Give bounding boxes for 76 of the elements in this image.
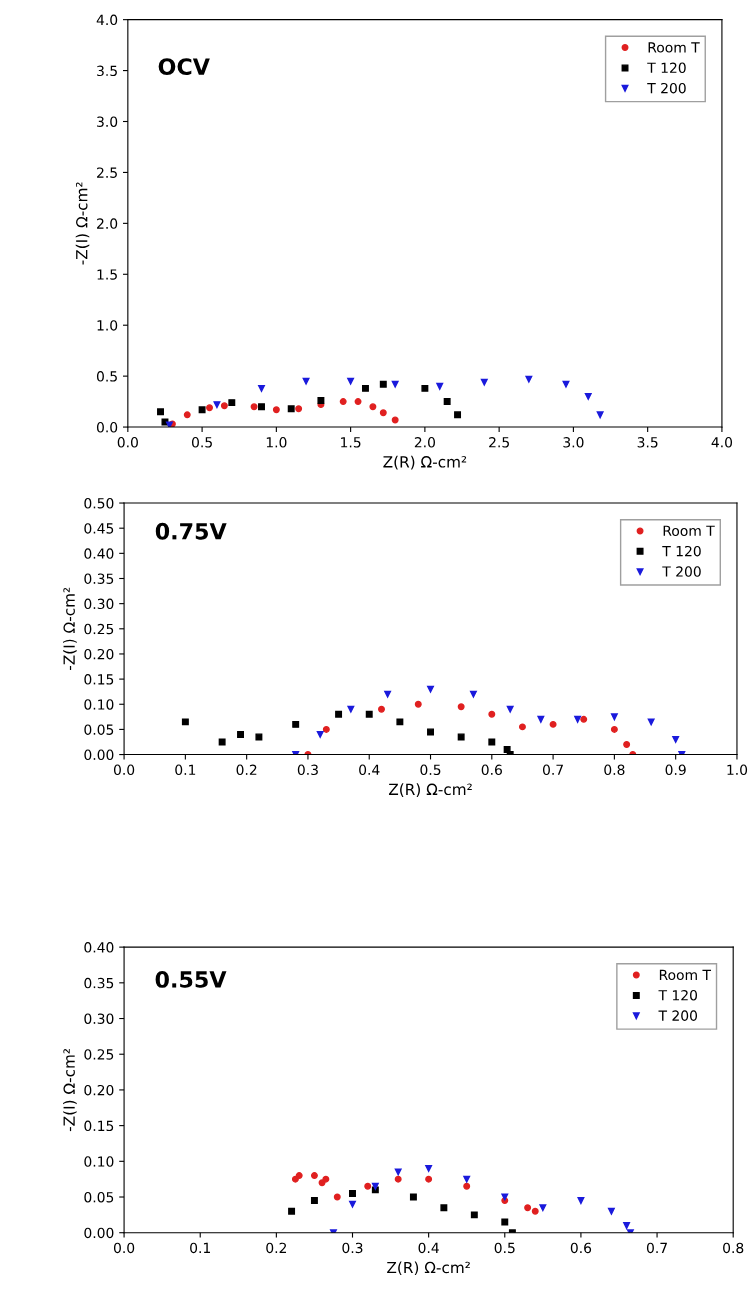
y-tick-label: 0.05 bbox=[84, 1191, 114, 1203]
y-tick-label: 0.40 bbox=[84, 942, 114, 953]
y-tick-label: 0.35 bbox=[84, 573, 114, 584]
x-tick-label: 2.0 bbox=[414, 437, 435, 448]
x-tick-label: 0.3 bbox=[297, 764, 318, 776]
x-tick-label: 0.0 bbox=[113, 764, 135, 776]
y-tick-label: 0.15 bbox=[84, 674, 114, 685]
y-tick-label: 4.0 bbox=[96, 14, 118, 26]
legend-label: T 200 bbox=[662, 566, 701, 577]
x-tick-label: 1.5 bbox=[341, 437, 361, 448]
y-tick-label: 0.10 bbox=[84, 1156, 114, 1167]
legend-label: T 120 bbox=[647, 62, 686, 74]
y-tick-label: 0.50 bbox=[84, 498, 114, 509]
x-tick-label: 1.0 bbox=[727, 764, 748, 776]
x-tick-label: 0.1 bbox=[175, 764, 196, 776]
y-tick-label: 0.05 bbox=[84, 724, 114, 735]
x-tick-label: 1.0 bbox=[266, 437, 287, 448]
y-axis-title: -Z(I) Ω-cm² bbox=[63, 587, 77, 670]
y-tick-label: 0.20 bbox=[84, 648, 114, 660]
x-axis-title: Z(R) Ω-cm² bbox=[388, 783, 472, 797]
y-tick-label: 1.0 bbox=[97, 320, 118, 331]
y-tick-label: 3.5 bbox=[97, 65, 117, 77]
annotation: 0.75V bbox=[155, 522, 227, 540]
y-tick-label: 0.40 bbox=[84, 548, 114, 559]
legend-label: T 200 bbox=[658, 1010, 698, 1021]
x-tick-label: 3.0 bbox=[563, 437, 584, 448]
y-tick-label: 0.15 bbox=[84, 1120, 114, 1132]
y-tick-label: 0.45 bbox=[84, 523, 114, 534]
y-tick-label: 0.0 bbox=[96, 422, 118, 433]
y-axis-title: -Z(I) Ω-cm² bbox=[63, 1048, 77, 1132]
y-tick-label: 0.30 bbox=[84, 1013, 114, 1024]
x-axis-title: Z(R) Ω-cm² bbox=[383, 455, 467, 470]
y-tick-label: 0.10 bbox=[84, 699, 114, 710]
x-tick-label: 0.8 bbox=[723, 1242, 744, 1254]
x-tick-label: 0.9 bbox=[665, 764, 686, 776]
annotation: 0.55V bbox=[155, 971, 227, 988]
x-tick-label: 0.5 bbox=[494, 1242, 515, 1254]
legend-label: Room T bbox=[648, 42, 700, 53]
x-tick-label: 0.8 bbox=[604, 764, 625, 776]
y-tick-label: 0.25 bbox=[84, 623, 114, 635]
x-tick-label: 0.6 bbox=[570, 1242, 592, 1254]
x-tick-label: 0.5 bbox=[191, 437, 212, 448]
y-tick-label: 0.25 bbox=[84, 1049, 114, 1060]
y-tick-label: 2.0 bbox=[97, 218, 118, 229]
x-tick-label: 0.0 bbox=[113, 1242, 135, 1254]
y-tick-label: 0.20 bbox=[84, 1084, 114, 1096]
x-tick-label: 3.5 bbox=[637, 437, 658, 448]
x-tick-label: 2.5 bbox=[489, 437, 509, 448]
x-tick-label: 0.4 bbox=[359, 764, 380, 776]
y-tick-label: 3.0 bbox=[97, 116, 118, 127]
x-tick-label: 0.7 bbox=[646, 1242, 667, 1254]
legend-label: Room T bbox=[663, 525, 715, 537]
x-tick-label: 0.4 bbox=[418, 1242, 439, 1254]
legend-label: Room T bbox=[659, 969, 712, 981]
x-axis-title: Z(R) Ω-cm² bbox=[387, 1261, 470, 1276]
x-tick-label: 0.2 bbox=[266, 1242, 287, 1254]
legend-label: T 120 bbox=[658, 989, 698, 1001]
y-axis-title: -Z(I) Ω-cm² bbox=[75, 182, 90, 265]
legend-label: T 200 bbox=[647, 82, 686, 94]
x-tick-label: 0.6 bbox=[481, 764, 502, 776]
legend-label: T 120 bbox=[662, 545, 701, 557]
x-tick-label: 0.3 bbox=[342, 1242, 363, 1254]
y-tick-label: 0.30 bbox=[84, 598, 114, 610]
y-tick-label: 0.5 bbox=[96, 371, 117, 382]
x-tick-label: 0.2 bbox=[236, 764, 257, 776]
x-tick-label: 0.7 bbox=[542, 764, 563, 776]
x-tick-label: 0.0 bbox=[117, 437, 138, 448]
x-tick-label: 0.1 bbox=[190, 1242, 210, 1254]
y-tick-label: 0.00 bbox=[84, 1227, 114, 1239]
y-tick-label: 2.5 bbox=[97, 167, 117, 178]
y-tick-label: 0.00 bbox=[84, 749, 114, 761]
y-tick-label: 1.5 bbox=[97, 269, 117, 280]
x-tick-label: 0.5 bbox=[420, 764, 441, 776]
annotation: OCV bbox=[158, 58, 210, 75]
x-tick-label: 4.0 bbox=[711, 437, 733, 448]
y-tick-label: 0.35 bbox=[84, 977, 114, 989]
